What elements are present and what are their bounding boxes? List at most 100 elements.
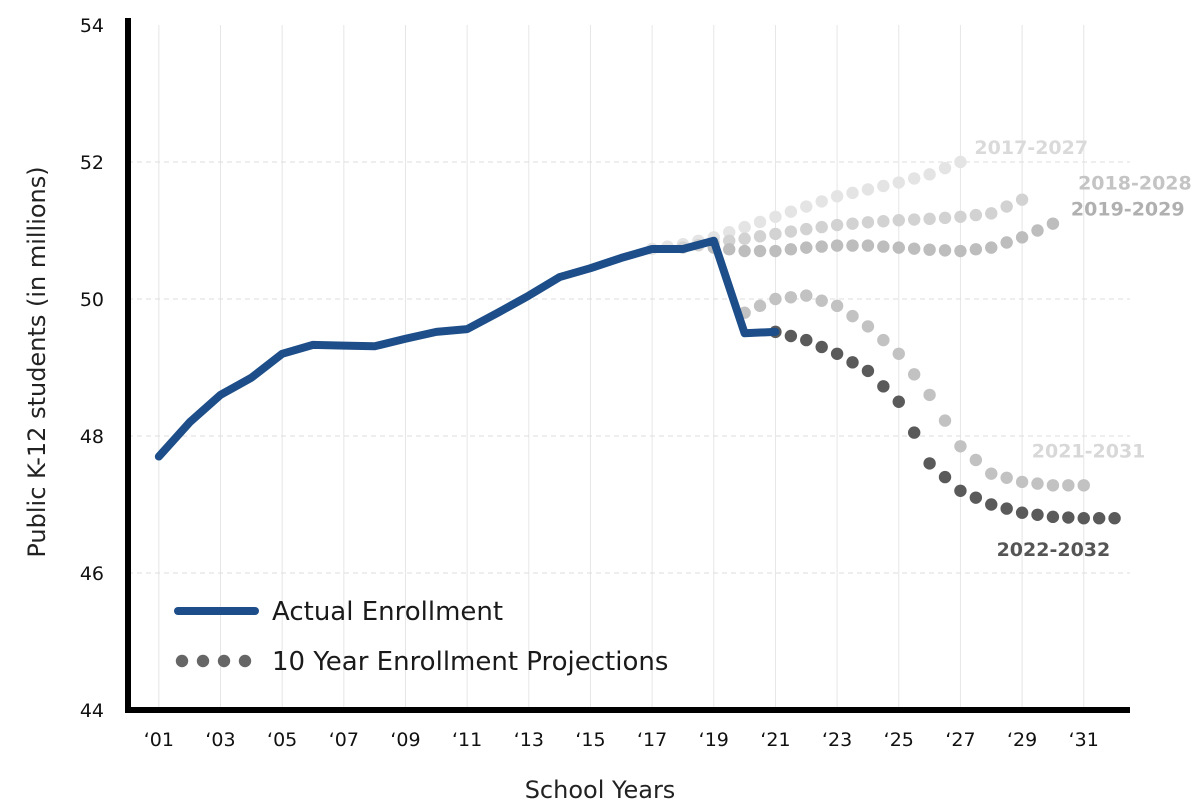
projection-point xyxy=(985,467,998,480)
x-axis-title: School Years xyxy=(525,776,676,804)
projection-label: 2022-2032 xyxy=(997,539,1111,561)
projection-point xyxy=(846,309,859,323)
projection-series xyxy=(645,155,1121,525)
y-axis-title: Public K-12 students (in millions) xyxy=(23,166,51,557)
projection-point xyxy=(846,239,859,252)
projection-point xyxy=(784,225,798,238)
projection-point xyxy=(1046,510,1060,524)
projection-2017-2027 xyxy=(645,155,967,256)
projection-point xyxy=(954,484,967,497)
projection-label: 2019-2029 xyxy=(1071,199,1185,221)
projection-point xyxy=(1015,231,1029,244)
x-tick-label: ‘15 xyxy=(575,729,605,751)
legend-label: Actual Enrollment xyxy=(272,597,503,627)
projection-point xyxy=(907,242,921,255)
actual-series xyxy=(154,236,780,461)
actual-enrollment-line xyxy=(154,236,780,461)
projection-point xyxy=(1000,236,1013,249)
projection-point xyxy=(830,239,844,252)
projection-point xyxy=(784,329,798,343)
projection-point xyxy=(769,227,782,241)
projection-point xyxy=(1031,477,1044,490)
projection-point xyxy=(923,388,936,402)
legend-label: 10 Year Enrollment Projections xyxy=(272,647,668,677)
projection-point xyxy=(985,241,998,254)
projection-point xyxy=(800,222,813,236)
projection-label: 2017-2027 xyxy=(974,137,1088,159)
projection-point xyxy=(830,190,844,203)
grid-lines xyxy=(128,25,1130,710)
projection-point xyxy=(923,212,936,226)
projection-point xyxy=(1062,479,1075,492)
projection-point xyxy=(861,239,875,252)
projection-2019-2029 xyxy=(707,217,1060,258)
projection-point xyxy=(954,440,967,453)
projection-point xyxy=(723,226,736,239)
projection-point xyxy=(985,207,998,220)
projection-point xyxy=(1062,511,1075,524)
projection-point xyxy=(938,161,952,175)
projection-point xyxy=(877,179,890,193)
projection-point xyxy=(1031,508,1044,521)
y-tick-label: 54 xyxy=(80,15,104,37)
projection-point xyxy=(969,453,983,467)
projection-point xyxy=(784,291,798,304)
projection-point xyxy=(815,294,828,307)
projection-point xyxy=(923,168,936,181)
projection-point xyxy=(800,200,813,213)
projection-point xyxy=(1092,512,1106,525)
projection-point xyxy=(769,244,782,258)
projection-point xyxy=(846,356,859,369)
projection-point xyxy=(1015,475,1029,489)
x-tick-label: ‘13 xyxy=(514,729,544,751)
projection-point xyxy=(815,195,828,208)
axes xyxy=(125,18,1130,713)
projection-point xyxy=(954,244,967,258)
y-tick-label: 46 xyxy=(80,563,104,585)
projection-point xyxy=(969,243,983,256)
tick-labels: ‘01 ‘03 ‘05 ‘07 ‘09 ‘11 ‘13 ‘15 ‘17 ‘19 ‘21 ‘23 ‘25 ‘… xyxy=(80,15,1099,751)
legend: Actual Enrollment 10 Year Enrollment Proj… xyxy=(174,597,668,677)
projection-point xyxy=(1000,200,1013,213)
projection-point xyxy=(907,368,921,381)
projection-point xyxy=(1000,502,1013,515)
projection-point xyxy=(800,289,813,302)
projection-point xyxy=(861,216,875,229)
projection-point xyxy=(954,210,967,223)
legend-swatch-dot xyxy=(217,654,231,668)
projection-point xyxy=(954,155,967,169)
projection-point xyxy=(1108,512,1121,525)
projection-point xyxy=(784,205,798,218)
projection-point xyxy=(892,176,905,189)
x-tick-label: ‘29 xyxy=(1007,729,1037,751)
projection-point xyxy=(723,234,736,247)
projection-point xyxy=(907,172,921,185)
projection-point xyxy=(877,215,890,228)
x-tick-label: ‘03 xyxy=(205,729,235,751)
x-tick-label: ‘07 xyxy=(329,729,359,751)
projection-point xyxy=(815,340,828,354)
projection-point xyxy=(877,380,890,393)
x-tick-label: ‘01 xyxy=(144,729,174,751)
projection-point xyxy=(1031,224,1044,237)
legend-item: 10 Year Enrollment Projections xyxy=(175,647,668,677)
legend-item: Actual Enrollment xyxy=(174,597,503,627)
projection-point xyxy=(938,414,952,427)
projection-point xyxy=(815,240,828,253)
projection-point xyxy=(1077,479,1090,492)
projection-point xyxy=(753,230,767,243)
projection-point xyxy=(1015,506,1029,519)
projection-point xyxy=(861,183,875,196)
x-tick-label: ‘21 xyxy=(760,729,790,751)
x-tick-label: ‘17 xyxy=(637,729,667,751)
y-tick-label: 44 xyxy=(80,700,104,722)
y-tick-label: 52 xyxy=(80,152,104,174)
x-tick-label: ‘27 xyxy=(945,729,975,751)
projection-label: 2018-2028 xyxy=(1078,173,1192,195)
projection-point xyxy=(861,364,875,378)
x-tick-label: ‘09 xyxy=(390,729,420,751)
projection-point xyxy=(969,491,983,504)
legend-swatch-dot xyxy=(196,654,210,668)
legend-swatch-dot xyxy=(175,654,189,668)
